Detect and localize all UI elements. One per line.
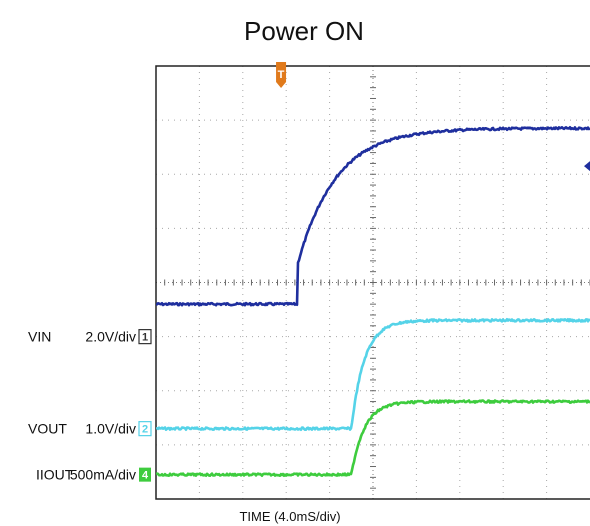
plot-border: [155, 65, 590, 500]
channel-name: VIN: [28, 329, 51, 345]
trigger-marker-label: T: [278, 69, 285, 81]
chart-title: Power ON: [244, 16, 364, 46]
channel-scale: 1.0V/div: [85, 421, 136, 437]
trace-ch1: [156, 126, 590, 307]
channel-scale: 500mA/div: [70, 467, 136, 483]
channel-scale: 2.0V/div: [85, 329, 136, 345]
channel-badge-number: 4: [142, 470, 149, 482]
channel-badge-number: 2: [142, 424, 148, 436]
traces: [156, 126, 590, 478]
channel-name: IIOUT: [36, 467, 74, 483]
trigger-marker: T: [276, 62, 287, 88]
time-axis-label: TIME (4.0mS/div): [239, 509, 340, 524]
trigger-marker-shape: [276, 62, 287, 88]
offset-marker-ch1: [584, 161, 590, 172]
trace-ch4: [156, 399, 590, 478]
plot-area: T: [155, 62, 590, 500]
channel-badge: [139, 467, 151, 482]
channel-badge: [138, 329, 152, 345]
channel-label-ch1: VIN 2.0V/div 1: [28, 329, 152, 345]
trace-ch2: [156, 317, 590, 432]
grid: [155, 65, 590, 500]
channel-label-ch2: VOUT 1.0V/div 2: [28, 421, 152, 437]
channel-badge-number: 1: [142, 332, 148, 344]
channel-name: VOUT: [28, 421, 67, 437]
channel-badge: [138, 421, 152, 437]
